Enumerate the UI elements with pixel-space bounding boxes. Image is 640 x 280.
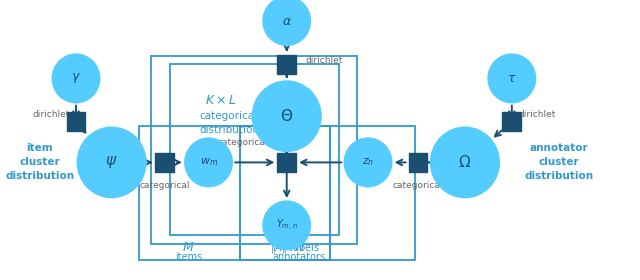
Text: items: items (175, 252, 202, 262)
Text: distributions: distributions (199, 125, 265, 135)
Bar (409, 153, 428, 172)
Text: $\tau$: $\tau$ (507, 72, 516, 85)
Text: $z_n$: $z_n$ (362, 157, 374, 168)
Ellipse shape (52, 54, 100, 103)
Ellipse shape (344, 138, 392, 187)
Text: item: item (26, 143, 53, 153)
Text: $\Omega$: $\Omega$ (458, 154, 472, 171)
Ellipse shape (431, 127, 499, 198)
Ellipse shape (185, 138, 232, 187)
Text: $Y_{m,n}$: $Y_{m,n}$ (276, 218, 298, 233)
Text: annotators: annotators (273, 252, 326, 262)
Text: $w_m$: $w_m$ (200, 157, 218, 168)
Text: categorical: categorical (218, 138, 268, 147)
Ellipse shape (488, 54, 536, 103)
Bar (67, 112, 85, 131)
Bar (502, 112, 521, 131)
Ellipse shape (77, 127, 146, 198)
Text: $\Theta$: $\Theta$ (280, 108, 293, 124)
Ellipse shape (252, 81, 321, 151)
Text: $K \times L$: $K \times L$ (205, 94, 237, 107)
Ellipse shape (263, 201, 310, 250)
Bar (170, 64, 339, 235)
Text: categorical: categorical (199, 111, 257, 121)
Text: $\alpha$: $\alpha$ (282, 15, 292, 27)
Bar (240, 126, 415, 260)
Text: dirichlet: dirichlet (33, 110, 70, 119)
Text: $\gamma$: $\gamma$ (71, 71, 81, 85)
Text: dirichlet: dirichlet (305, 56, 343, 65)
Bar (277, 55, 296, 74)
Text: $\|A\|$ labels: $\|A\|$ labels (270, 241, 319, 255)
Text: $\psi$: $\psi$ (106, 154, 118, 171)
Bar (138, 126, 330, 260)
Text: categorical: categorical (393, 181, 444, 190)
Bar (277, 153, 296, 172)
Bar (156, 153, 174, 172)
Bar (151, 56, 357, 244)
Text: cluster: cluster (19, 157, 60, 167)
Text: $M$: $M$ (182, 241, 195, 254)
Text: annotator: annotator (529, 143, 588, 153)
Text: categorical: categorical (140, 181, 190, 190)
Text: cluster: cluster (538, 157, 579, 167)
Text: dirichlet: dirichlet (518, 110, 556, 119)
Ellipse shape (263, 0, 310, 45)
Bar (240, 126, 330, 260)
Text: distribution: distribution (5, 171, 74, 181)
Text: distribution: distribution (524, 171, 593, 181)
Text: $N$: $N$ (294, 241, 305, 254)
